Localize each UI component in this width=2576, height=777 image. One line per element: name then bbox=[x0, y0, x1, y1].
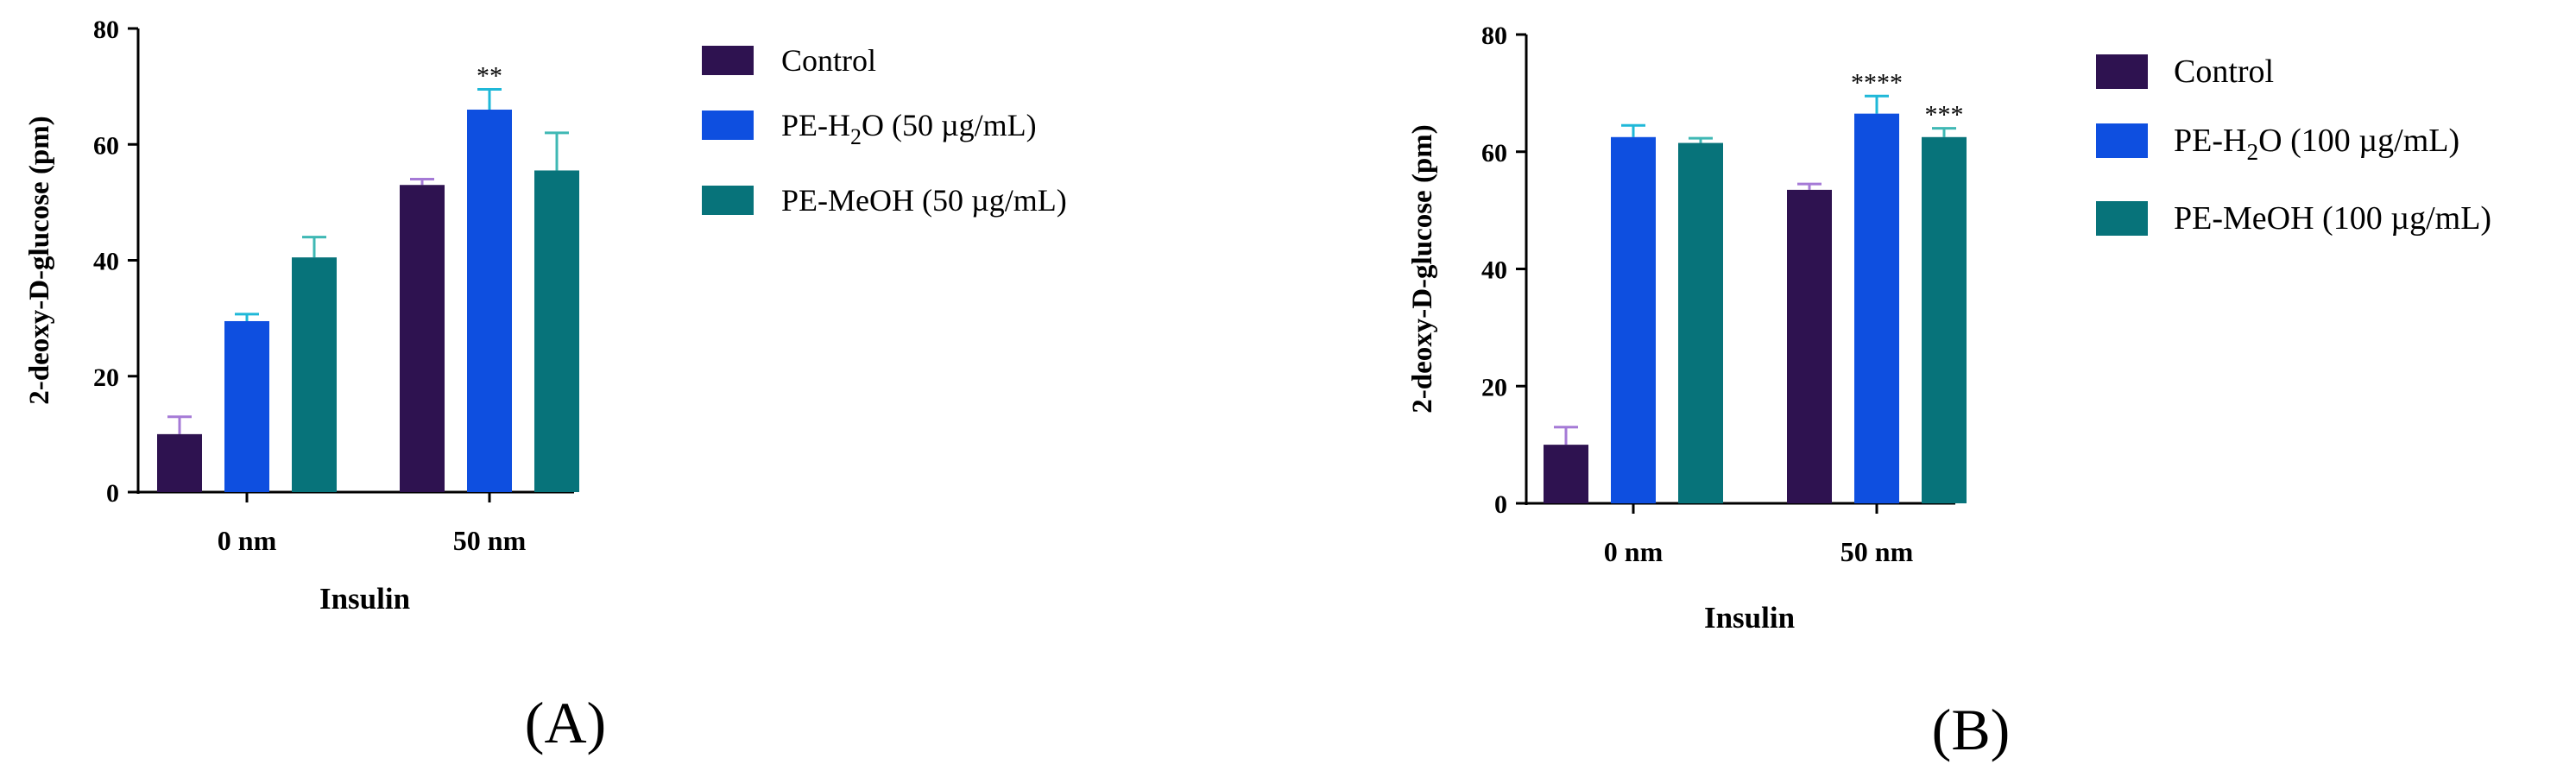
legend-swatch bbox=[2096, 201, 2148, 236]
bar-control bbox=[400, 185, 445, 493]
x-category-label: 50 nm bbox=[453, 525, 527, 556]
legend-label: PE-MeOH (100 µg/mL) bbox=[2174, 200, 2491, 237]
bar-pe-h2o bbox=[1611, 136, 1656, 503]
bar-pe-meoh bbox=[534, 170, 579, 493]
y-tick-label: 0 bbox=[106, 479, 119, 508]
significance-marker: *** bbox=[1925, 101, 1964, 130]
y-tick-label: 20 bbox=[1481, 373, 1507, 401]
bar-pe-h2o bbox=[224, 320, 269, 492]
legend-label-main: PE-H bbox=[2174, 123, 2246, 159]
significance-marker: **** bbox=[1851, 68, 1903, 97]
y-axis-title: 2-deoxy-D-glucose (pm) bbox=[1407, 124, 1438, 414]
bar-pe-meoh bbox=[1922, 136, 1967, 503]
panel-label: (B) bbox=[1932, 697, 2011, 762]
legend-label-rest: O (50 µg/mL) bbox=[862, 108, 1037, 142]
legend-swatch bbox=[702, 186, 754, 215]
y-tick-label: 60 bbox=[1481, 139, 1507, 167]
x-axis-title: Insulin bbox=[319, 582, 410, 616]
legend-label: PE-MeOH (50 µg/mL) bbox=[781, 183, 1067, 218]
y-tick-label: 20 bbox=[93, 363, 119, 392]
bar-pe-h2o bbox=[467, 109, 512, 492]
legend-label-subscript: 2 bbox=[850, 124, 862, 149]
legend-label-rest: O (100 µg/mL) bbox=[2258, 123, 2459, 159]
x-axis-title: Insulin bbox=[1704, 601, 1795, 635]
bar-control bbox=[1787, 189, 1832, 503]
legend-label: Control bbox=[781, 43, 876, 78]
legend-swatch bbox=[2096, 123, 2148, 158]
panel-label: (A) bbox=[525, 690, 606, 755]
bar-pe-meoh bbox=[1678, 142, 1723, 503]
y-tick-label: 40 bbox=[1481, 256, 1507, 285]
bar-pe-meoh bbox=[292, 257, 337, 492]
legend-label: PE-H2O (50 µg/mL) bbox=[781, 108, 1037, 149]
y-tick-label: 40 bbox=[93, 248, 119, 276]
legend-swatch bbox=[2096, 54, 2148, 89]
legend-label: PE-H2O (100 µg/mL) bbox=[2174, 123, 2459, 165]
y-tick-label: 60 bbox=[93, 131, 119, 160]
bar-pe-h2o bbox=[1854, 113, 1899, 503]
y-axis-title: 2-deoxy-D-glucose (pm) bbox=[24, 116, 55, 405]
legend-swatch bbox=[702, 46, 754, 75]
legend-label-main: PE-H bbox=[781, 108, 850, 142]
bar-control bbox=[1544, 445, 1588, 503]
legend-label: Control bbox=[2174, 54, 2274, 90]
y-tick-label: 80 bbox=[93, 16, 119, 44]
legend-label-subscript: 2 bbox=[2246, 139, 2258, 165]
x-category-label: 0 nm bbox=[1604, 536, 1664, 567]
panel-a-chart: 0 20 40 60 80 0 nm 50 nm ** 2-deoxy-D-glucose (p… bbox=[24, 16, 1067, 755]
legend-swatch bbox=[702, 111, 754, 140]
bar-control bbox=[157, 433, 202, 492]
y-tick-label: 80 bbox=[1481, 22, 1507, 50]
significance-marker: ** bbox=[477, 61, 502, 90]
x-category-label: 50 nm bbox=[1840, 536, 1914, 567]
x-category-label: 0 nm bbox=[218, 525, 277, 556]
y-tick-label: 0 bbox=[1494, 490, 1507, 519]
